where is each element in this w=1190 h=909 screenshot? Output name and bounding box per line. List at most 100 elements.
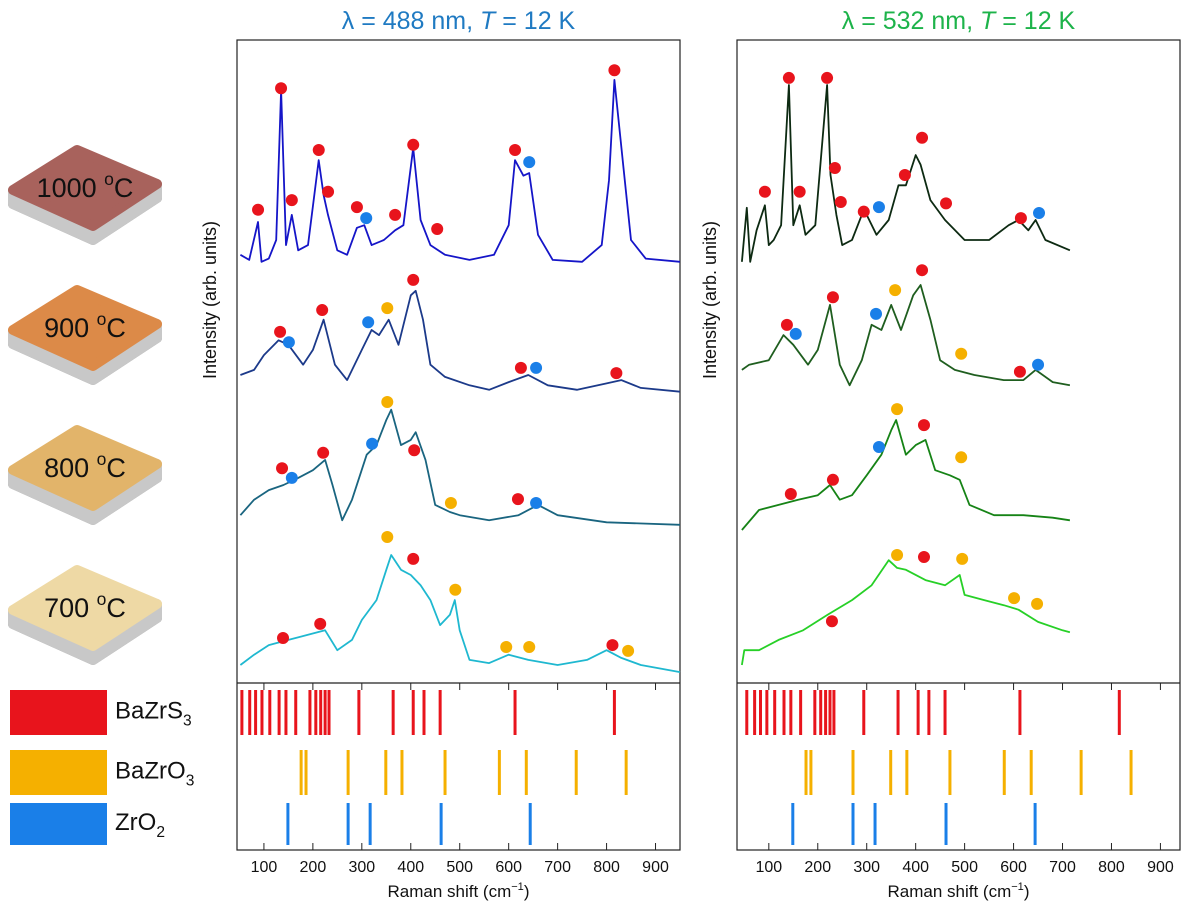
peak-marker <box>826 291 839 304</box>
legend-label-part: 3 <box>186 772 195 789</box>
sample-label-part: 800 <box>44 453 97 483</box>
tile-top <box>8 565 162 651</box>
spectrum <box>239 79 681 263</box>
chart-title-part: λ = 532 nm, <box>842 7 980 35</box>
x-tick-label: 400 <box>902 859 929 876</box>
sample-label-part: o <box>104 169 114 189</box>
peak-marker <box>314 617 327 630</box>
sample-label-part: o <box>97 449 107 469</box>
x-tick-label: 600 <box>1000 859 1027 876</box>
tile-top <box>8 285 162 371</box>
peak-marker <box>316 304 329 317</box>
sample-label-part: o <box>97 309 107 329</box>
x-tick-label: 500 <box>951 859 978 876</box>
peak-marker <box>608 64 621 77</box>
peak-marker <box>366 437 379 450</box>
legend-label-part: 3 <box>183 712 192 729</box>
peak-marker <box>523 640 536 653</box>
peak-marker <box>826 473 839 486</box>
peak-marker <box>917 550 930 563</box>
peak-marker <box>511 493 524 506</box>
sample-label-part: o <box>97 589 107 609</box>
peak-marker <box>1013 365 1026 378</box>
peak-marker <box>956 552 969 565</box>
sample-label: 900 oC <box>44 309 126 343</box>
spectrum <box>741 284 1071 387</box>
spectrum <box>741 559 1071 666</box>
peak-marker <box>362 316 375 329</box>
peak-marker <box>1032 358 1045 371</box>
peak-marker <box>317 446 330 459</box>
tile-top <box>8 145 162 231</box>
peak-marker <box>857 205 870 218</box>
peak-marker <box>828 161 841 174</box>
peak-marker <box>407 138 420 151</box>
x-tick-label: 500 <box>446 859 473 876</box>
legend-label: ZrO2 <box>115 809 165 840</box>
peak-marker <box>408 444 421 457</box>
peak-marker <box>1014 212 1027 225</box>
peak-marker <box>917 419 930 432</box>
x-tick-label: 100 <box>251 859 278 876</box>
plot-frame <box>236 39 681 851</box>
peak-marker <box>282 336 295 349</box>
peak-marker <box>821 71 834 84</box>
x-tick-label: 300 <box>853 859 880 876</box>
peak-marker <box>916 264 929 277</box>
chart-title-part: = 12 K <box>495 7 575 35</box>
peak-marker <box>509 143 522 156</box>
spectrum <box>239 408 681 526</box>
peak-marker <box>825 615 838 628</box>
peak-marker <box>782 71 795 84</box>
chart-title: λ = 488 nm, T = 12 K <box>342 7 576 35</box>
peak-marker <box>789 327 802 340</box>
x-tick-label: 100 <box>755 859 782 876</box>
sample-label-part: C <box>114 173 134 203</box>
legend-label: BaZrS3 <box>115 698 192 729</box>
x-tick-label: 600 <box>495 859 522 876</box>
peak-marker <box>389 208 402 221</box>
peak-marker <box>955 347 968 360</box>
legend-label-part: BaZrS <box>115 698 183 725</box>
sample-label-part: C <box>106 313 126 343</box>
x-tick-label: 700 <box>544 859 571 876</box>
peak-marker <box>784 487 797 500</box>
sample-label: 800 oC <box>44 449 126 483</box>
peak-marker <box>322 185 335 198</box>
peak-marker <box>407 552 420 565</box>
legend-swatch <box>10 803 107 845</box>
peak-marker <box>891 403 904 416</box>
peak-marker <box>610 367 623 380</box>
peak-marker <box>834 196 847 209</box>
y-axis-label: Intensity (arb. units) <box>200 221 220 379</box>
peak-marker <box>891 549 904 562</box>
x-axis-label-part: Raman shift (cm <box>387 882 511 901</box>
chart-title-part: T <box>480 7 497 35</box>
peak-marker <box>793 185 806 198</box>
peak-marker <box>898 169 911 182</box>
x-axis-label: Raman shift (cm−1) <box>387 881 529 902</box>
legend-label-part: 2 <box>156 824 165 841</box>
peak-marker <box>780 318 793 331</box>
x-axis-label: Raman shift (cm−1) <box>887 881 1029 902</box>
spectrum <box>741 84 1071 263</box>
chart-title: λ = 532 nm, T = 12 K <box>842 7 1076 35</box>
spectrum <box>741 419 1071 531</box>
x-tick-label: 900 <box>1147 859 1174 876</box>
x-tick-label: 300 <box>348 859 375 876</box>
peak-marker <box>758 185 771 198</box>
peak-marker <box>312 143 325 156</box>
sample-label-part: C <box>106 593 126 623</box>
peak-marker <box>940 197 953 210</box>
peak-marker <box>431 223 444 236</box>
peak-marker <box>606 639 619 652</box>
x-axis-label-part: −1 <box>511 881 524 893</box>
peak-marker <box>276 462 289 475</box>
x-tick-label: 400 <box>397 859 424 876</box>
y-axis-label: Intensity (arb. units) <box>700 221 720 379</box>
peak-marker <box>277 631 290 644</box>
x-axis-label-part: ) <box>1024 882 1030 901</box>
legend-swatch <box>10 690 107 735</box>
